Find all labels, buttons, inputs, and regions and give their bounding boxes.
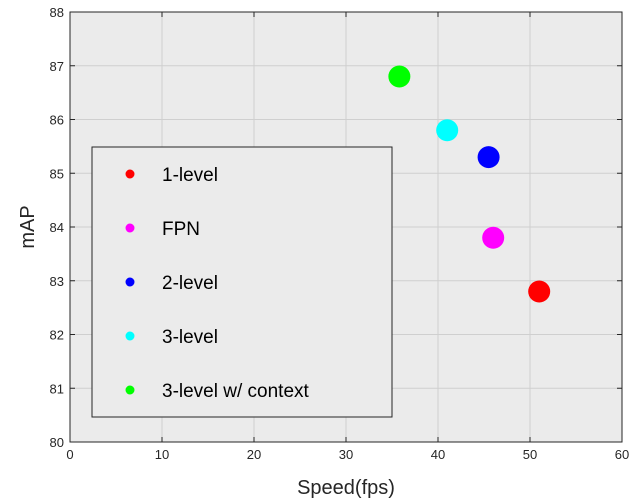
legend-marker — [125, 169, 135, 179]
y-axis-ticks: 80 81 82 83 84 85 86 87 88 — [50, 5, 622, 450]
legend-label: FPN — [162, 219, 200, 240]
y-tick-label: 86 — [50, 113, 64, 128]
y-axis-label: mAP — [17, 205, 39, 248]
data-point — [528, 280, 551, 303]
x-tick-label: 60 — [615, 447, 629, 462]
data-point — [388, 65, 411, 88]
legend-label: 3-level w/ context — [162, 381, 310, 402]
y-tick-label: 84 — [50, 220, 64, 235]
y-tick-label: 85 — [50, 166, 64, 181]
x-tick-label: 0 — [66, 447, 73, 462]
x-tick-label: 10 — [155, 447, 169, 462]
legend-marker — [125, 223, 135, 233]
data-points — [388, 65, 551, 303]
y-tick-label: 82 — [50, 328, 64, 343]
data-point — [477, 146, 500, 169]
legend-label: 3-level — [162, 327, 218, 348]
x-tick-label: 40 — [431, 447, 445, 462]
x-axis-label: Speed(fps) — [297, 477, 395, 499]
x-tick-label: 50 — [523, 447, 537, 462]
legend-marker — [125, 331, 135, 341]
legend-marker — [125, 385, 135, 395]
y-tick-label: 87 — [50, 59, 64, 74]
legend-label: 1-level — [162, 165, 218, 186]
y-tick-label: 88 — [50, 5, 64, 20]
x-axis-ticks: 0 10 20 30 40 50 60 — [66, 12, 629, 462]
y-tick-label: 80 — [50, 435, 64, 450]
y-tick-label: 81 — [50, 381, 64, 396]
data-point — [436, 119, 459, 142]
legend-label: 2-level — [162, 273, 218, 294]
legend-box — [91, 146, 393, 418]
plot-frame — [69, 11, 623, 443]
y-tick-label: 83 — [50, 274, 64, 289]
x-tick-label: 20 — [247, 447, 261, 462]
legend: 1-level FPN 2-level 3-level 3-level w/ conte… — [91, 146, 393, 418]
data-point — [482, 226, 505, 249]
legend-marker — [125, 277, 135, 287]
x-tick-label: 30 — [339, 447, 353, 462]
